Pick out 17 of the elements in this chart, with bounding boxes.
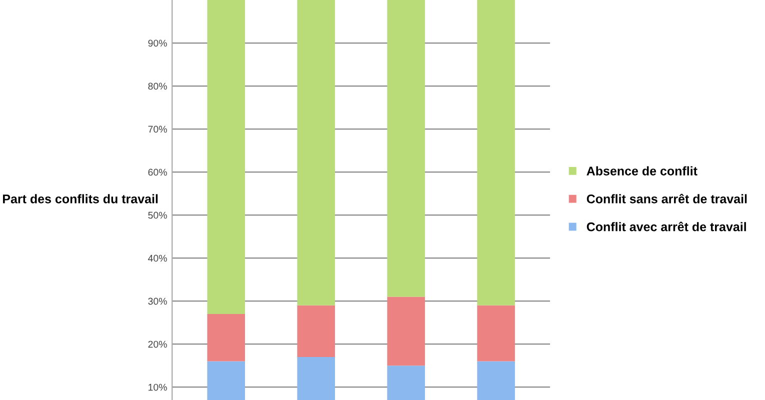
y-tick-label: 60%: [148, 168, 167, 176]
y-tick-label: 10%: [148, 384, 167, 391]
bar: [387, 0, 425, 297]
y-tick-label: 70%: [148, 126, 167, 133]
legend-label: Conflit avec arrêt de travail: [586, 222, 746, 232]
bar: [477, 0, 515, 306]
y-tick-label: 20%: [148, 340, 167, 348]
legend-label: Conflit sans arrêt de travail: [586, 194, 747, 204]
y-axis-title: Part des conflits du travail: [3, 194, 158, 204]
y-tick-label: 80%: [148, 82, 167, 90]
y-tick-label: 40%: [148, 254, 167, 262]
bar: [297, 0, 335, 306]
y-tick-label: 30%: [148, 298, 167, 305]
bar: [207, 0, 246, 314]
legend-label: Absence de conflit: [586, 166, 698, 176]
y-tick-label: 50%: [148, 212, 167, 219]
y-tick-label: 90%: [148, 40, 167, 47]
